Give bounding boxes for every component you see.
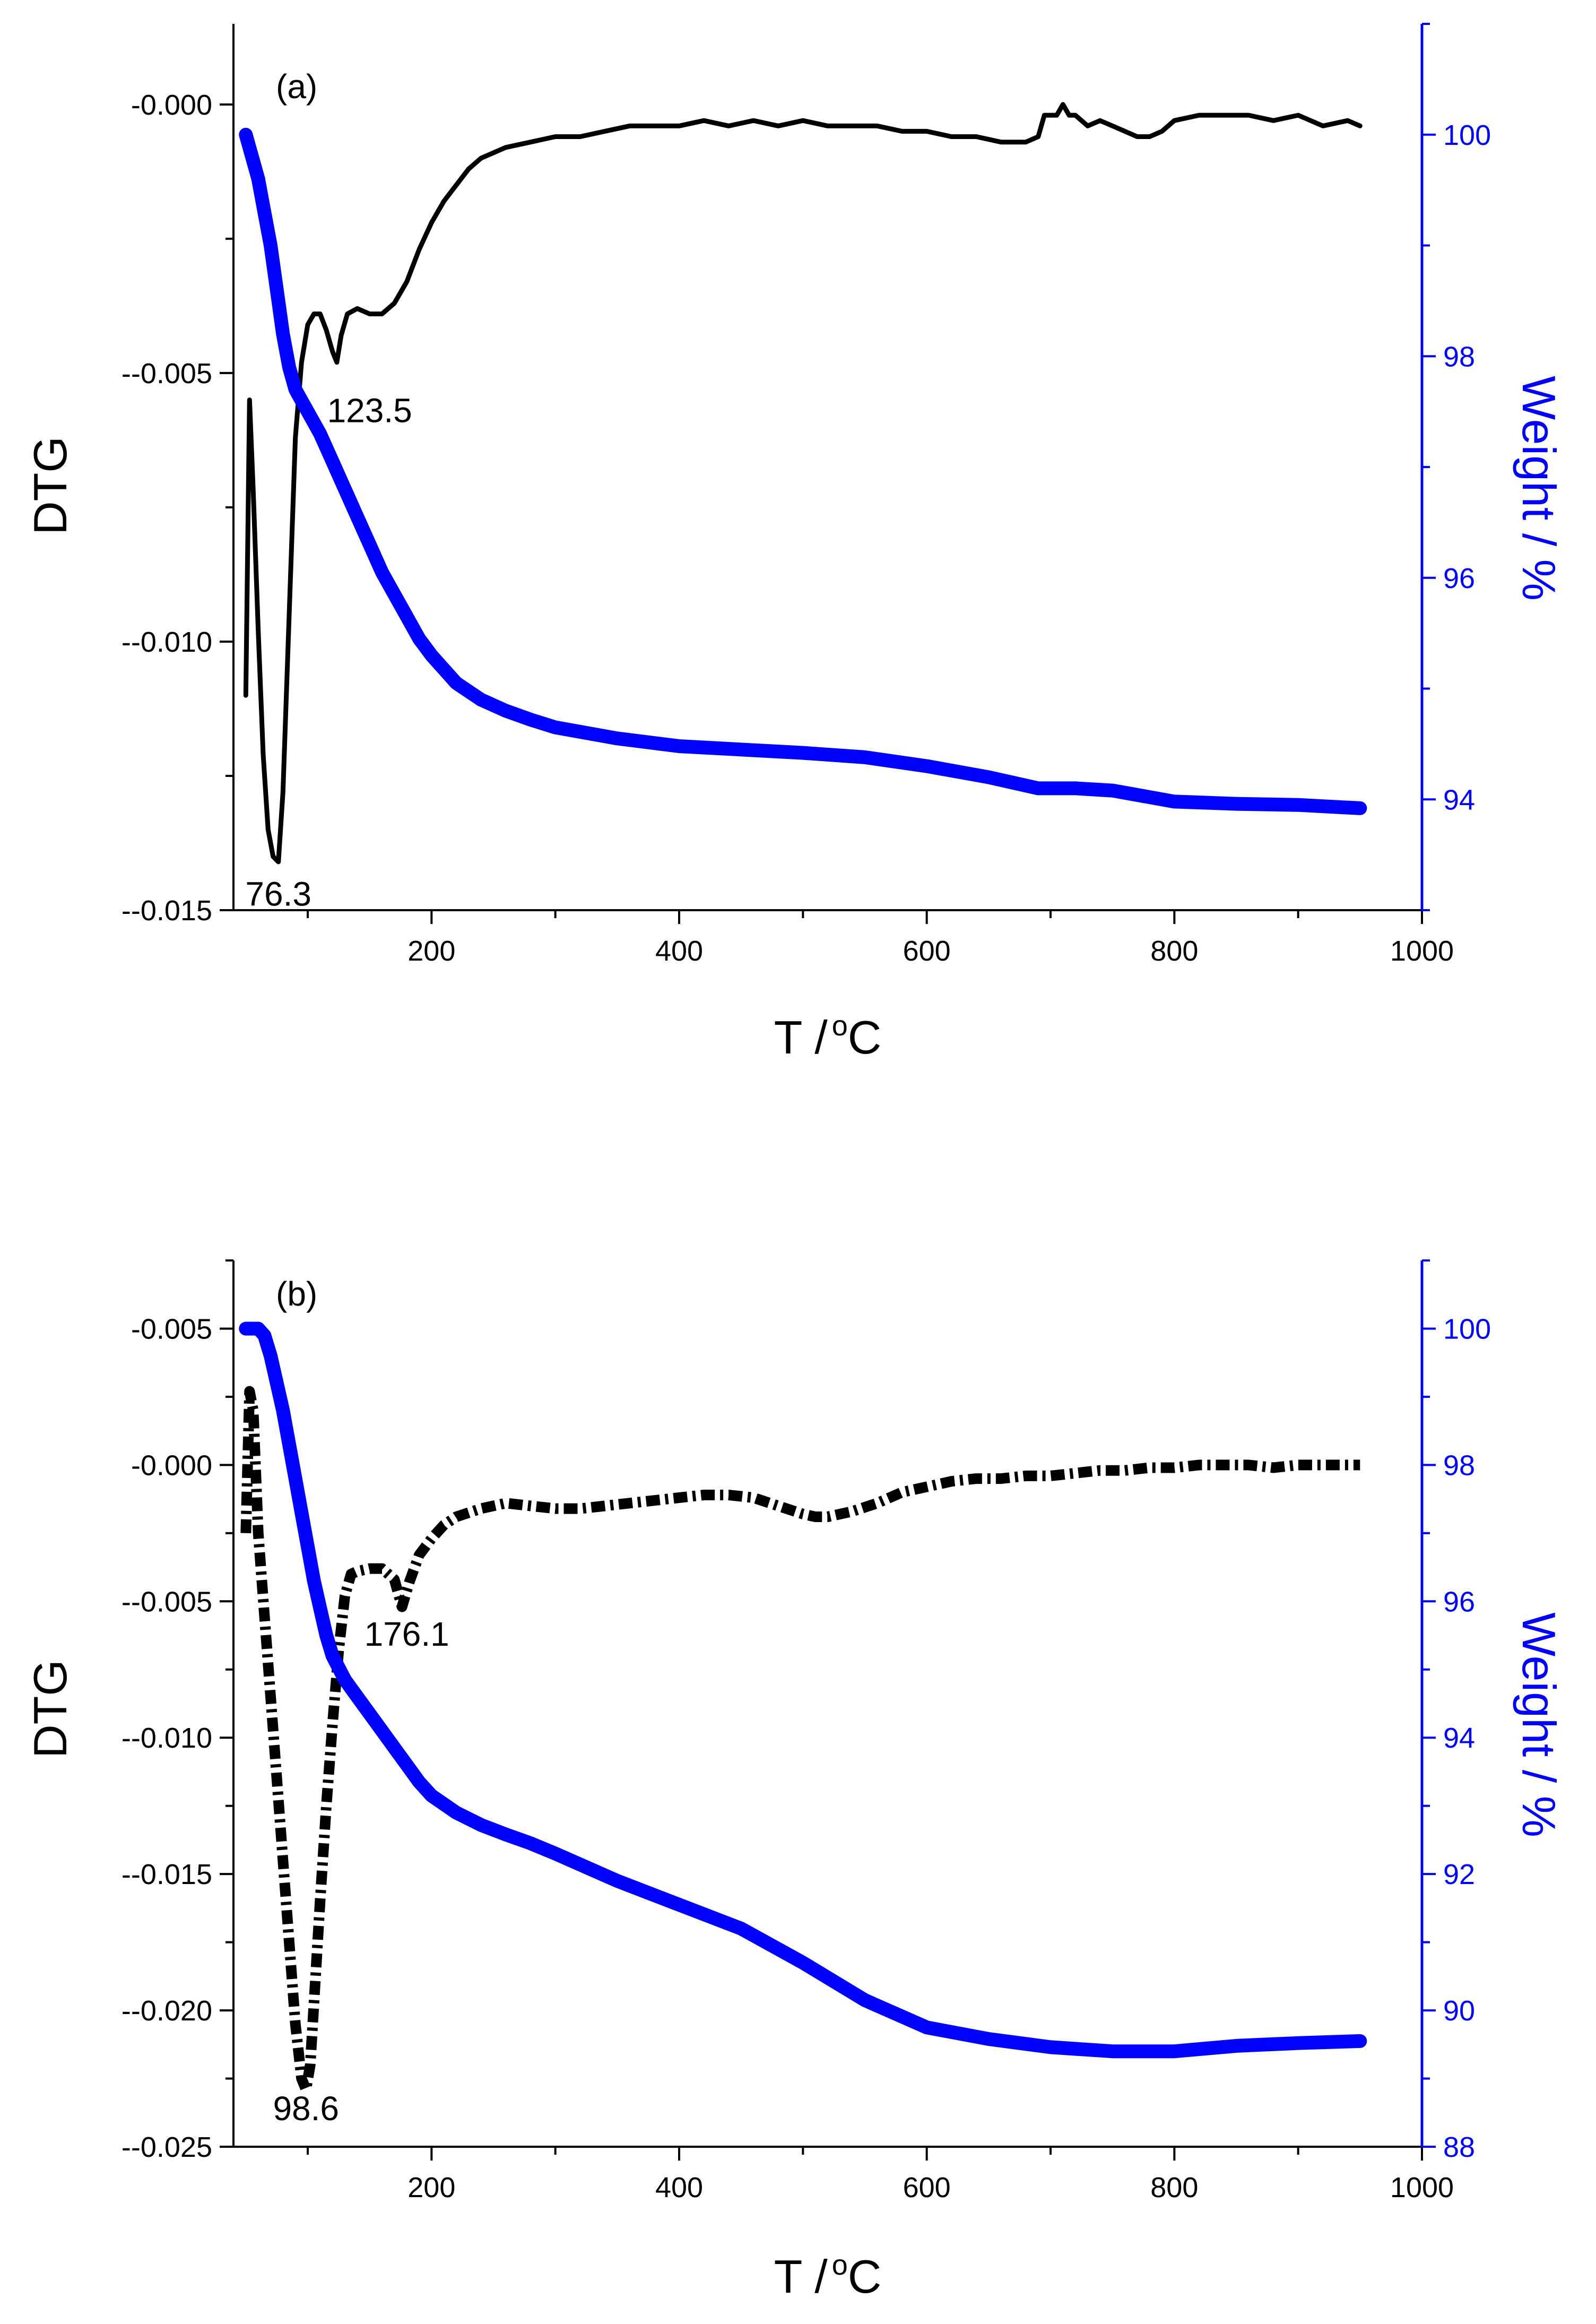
x-tick-label: 200	[407, 935, 455, 967]
y-right-tick-label: 88	[1443, 2131, 1475, 2163]
y-right-tick-label: 100	[1443, 119, 1491, 151]
panel-b: 200 400 600 800 1000 --0.025 --0.020 --0.015 --0…	[24, 1259, 1565, 2303]
y-right-tick-label: 98	[1443, 341, 1475, 373]
y-right-tick-label: 94	[1443, 784, 1475, 816]
panel-label: (a)	[276, 67, 317, 106]
y-right-tick-label: 94	[1443, 1722, 1475, 1754]
peak-annotation: 123.5	[327, 392, 412, 430]
y-left-tick-label: --0.020	[122, 1995, 212, 2027]
weight-series-line	[239, 127, 1367, 815]
panel-a: 200 400 600 800 1000 --0.015 --0.010 --0.005 -0.…	[24, 23, 1565, 1064]
peak-annotation: 98.6	[273, 2089, 339, 2128]
y-right-tick-label: 96	[1443, 1586, 1475, 1618]
y-right-tick-label: 92	[1443, 1859, 1475, 1890]
x-tick-label: 600	[903, 2172, 951, 2204]
y-right-tick-label: 98	[1443, 1449, 1475, 1481]
y-right-tick-label: 100	[1443, 1313, 1491, 1345]
dtg-series-line	[243, 102, 1363, 865]
y-left-tick-label: --0.025	[122, 2131, 212, 2163]
y-left-tick-label: --0.005	[122, 1586, 212, 1618]
y-right-tick-label: 90	[1443, 1995, 1475, 2027]
panel-label: (b)	[276, 1275, 317, 1313]
x-axis-title: T / oC	[774, 1010, 882, 1064]
y-right-axis-title: Weight / %	[1513, 1612, 1565, 1837]
weight-series-line	[239, 1321, 1367, 2059]
y-left-tick-label: --0.010	[122, 626, 212, 658]
x-tick-label: 800	[1150, 2172, 1198, 2204]
y-left-axis-title: DTG	[24, 1660, 76, 1758]
x-axis-title-unit: C	[848, 2250, 882, 2303]
x-axis-title-sup: o	[832, 1010, 848, 1042]
dtg-series-line	[240, 1386, 1360, 2095]
x-tick-label: 600	[903, 935, 951, 967]
y-left-tick-label: --0.010	[122, 1722, 212, 1754]
y-left-tick-label: -0.000	[131, 89, 212, 121]
x-tick-label: 400	[655, 935, 703, 967]
x-tick-label: 800	[1150, 935, 1198, 967]
y-left-axis-title: DTG	[24, 436, 76, 535]
y-left-tick-label: -0.000	[131, 1449, 212, 1481]
x-axis-title: T / oC	[774, 2249, 882, 2303]
x-tick-label: 1000	[1390, 935, 1454, 967]
y-right-tick-label: 96	[1443, 563, 1475, 594]
x-tick-label: 1000	[1390, 2172, 1454, 2204]
y-left-tick-label: --0.015	[122, 895, 212, 927]
x-tick-label: 200	[407, 2172, 455, 2204]
peak-annotation: 76.3	[245, 875, 311, 913]
peak-annotation: 176.1	[365, 1615, 449, 1653]
x-axis-title-sup: o	[832, 2249, 848, 2281]
y-left-tick-label: --0.015	[122, 1859, 212, 1890]
x-axis-title-main: T /	[774, 1011, 828, 1064]
x-axis-title-unit: C	[848, 1011, 882, 1064]
y-left-tick-label: -0.005	[131, 1313, 212, 1345]
y-left-tick-label: --0.005	[122, 358, 212, 390]
x-tick-label: 400	[655, 2172, 703, 2204]
y-right-axis-title: Weight / %	[1513, 376, 1565, 601]
x-axis-title-main: T /	[774, 2250, 828, 2303]
